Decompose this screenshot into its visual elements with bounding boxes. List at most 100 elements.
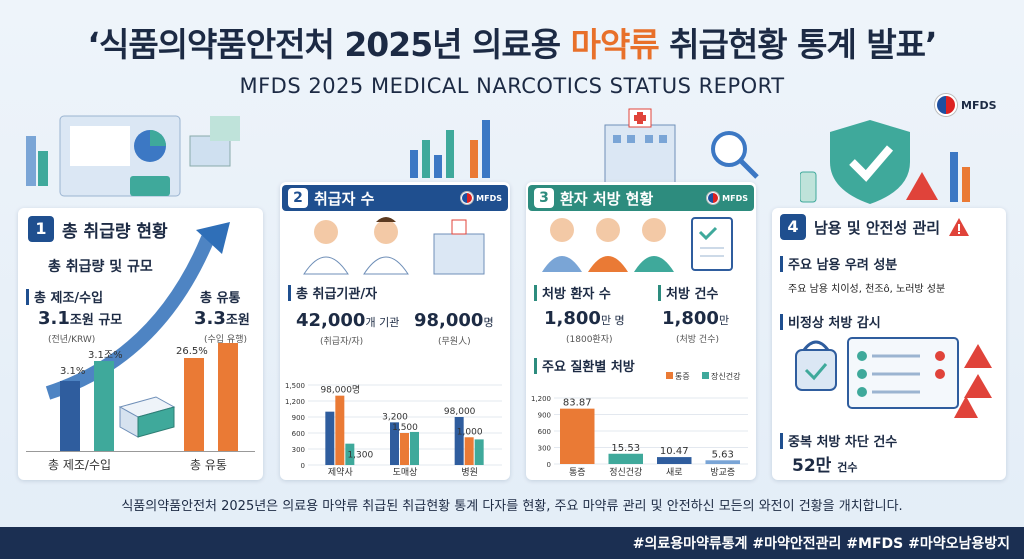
hashtags: #의료용마약류통계 #마약안전관리 #MFDS #마약오남용방지 [632, 536, 1010, 552]
prescriptions-note: (처방 건수) [676, 335, 720, 345]
data-label: 10.47 [660, 446, 689, 457]
disease-chart-svg: 통증 장신건강 0 300 600 900 1,200 83.87 통증 15.53 정신건강 10.… [531, 371, 748, 478]
institutions-note: (취급자/자) [320, 337, 364, 347]
disease-heading: 주요 질환별 처방 [542, 360, 635, 375]
abuse-substances: 주요 남용 치이성, 천조ô, 노러방 성분 [788, 284, 946, 295]
bar [464, 437, 474, 465]
manufacture-label: 총 제조/수입 [34, 291, 104, 306]
y-tick-label: 600 [292, 430, 305, 438]
data-label: 98,000 [444, 407, 476, 417]
data-label: 3,200 [382, 412, 408, 422]
abuse-heading: 주요 남용 우려 성분 [788, 258, 898, 273]
persons-value: 98,000명 [414, 310, 494, 331]
hospital-icon [604, 108, 676, 184]
section-number: 2 [288, 188, 308, 208]
section-title: 남용 및 안전성 관리 [814, 218, 941, 237]
x-tick-label: 새로 [666, 467, 683, 478]
y-tick-label: 900 [292, 414, 305, 422]
bar-graph-icon [410, 120, 490, 178]
bar-distribution-2 [218, 343, 238, 451]
category-label: 총 제조/수입 [48, 458, 112, 472]
bar [474, 439, 484, 465]
y-tick-label: 300 [538, 445, 551, 453]
bar [400, 433, 409, 465]
data-label: 15.53 [611, 443, 640, 454]
section-number: 1 [28, 216, 54, 242]
bar [454, 417, 464, 465]
disease-bar-chart: 통증 장신건강 0 300 600 900 1,200 83.87 통증 15.53 정신건강 10.… [526, 358, 756, 478]
bar-distribution-1 [184, 358, 204, 451]
y-tick-label: 1,200 [285, 398, 305, 406]
medicine-box-icon [118, 396, 176, 438]
section-number: 3 [534, 188, 554, 208]
blocked-value: 52만 건수 [792, 456, 858, 476]
bar [560, 408, 595, 464]
section-handlers: 2 취급자 수 MFDS 총 취급기관/자 42,000개 기관 (취급자/자) 9… [280, 182, 510, 480]
magnifier-icon [711, 131, 759, 179]
bar-label: 26.5% [176, 346, 208, 357]
legend-swatch [666, 372, 673, 379]
patients-value: 1,800만 명 [544, 308, 625, 329]
bar [335, 395, 345, 465]
section-title: 환자 처방 현황 [560, 189, 654, 208]
warning-icon [949, 218, 970, 236]
distribution-value: 3.3조원 [194, 308, 250, 329]
bar [705, 460, 740, 464]
x-tick-label: 도매상 [393, 467, 418, 477]
manufacture-value: 3.1조원 규모 [38, 308, 123, 329]
data-label: 1,300 [347, 451, 373, 461]
section-subtitle: 총 취급량 및 규모 [48, 259, 153, 275]
bar-label: 3.1조% [88, 350, 123, 361]
y-tick-label: 600 [538, 428, 551, 436]
x-tick-label: 정신건강 [609, 467, 642, 478]
mfds-logo: MFDS [935, 94, 997, 116]
monitoring-screen-icon [795, 337, 992, 418]
patients-icon [542, 217, 733, 272]
section-title: 총 취급량 현황 [62, 221, 168, 242]
y-tick-label: 1,500 [285, 382, 305, 390]
prescriptions-value: 1,800만 [662, 308, 730, 329]
legend-label: 통증 [675, 372, 690, 381]
government-seal-icon [935, 94, 957, 116]
data-label: 5.63 [712, 449, 734, 460]
safety-shield-icon [800, 120, 970, 204]
manufacture-note: (전년/KRW) [48, 335, 96, 345]
x-tick-label: 병원 [461, 467, 478, 477]
section-title: 취급자 수 [314, 189, 375, 208]
y-tick-label: 0 [301, 462, 305, 470]
x-tick-label: 방교증 [710, 467, 735, 478]
footer-summary: 식품의약품안전처 2025년은 의료용 마약류 취급된 취급현황 통계 다자를 … [121, 499, 903, 514]
bar [345, 443, 355, 465]
y-tick-label: 900 [538, 412, 551, 420]
legend-label: 장신건강 [711, 371, 741, 381]
y-tick-label: 0 [547, 461, 551, 469]
category-label: 총 유통 [190, 458, 227, 472]
x-tick-label: 통증 [569, 467, 586, 478]
handlers-bar-chart: 0 300 600 900 1,200 1,500 제약사 도매상 병원 98,000명 1,300… [280, 367, 510, 478]
section-number: 4 [780, 214, 806, 240]
blocked-heading: 중복 처방 차단 건수 [788, 435, 898, 450]
monitoring-heading: 비정상 처방 감시 [788, 316, 881, 331]
mfds-tag: MFDS [707, 192, 748, 204]
institutions-value: 42,000개 기관 [296, 310, 400, 331]
patients-heading: 처방 환자 수 [542, 287, 611, 302]
handlers-heading: 총 취급기관/자 [296, 287, 378, 302]
bar [325, 411, 335, 465]
page-subtitle: MFDS 2025 MEDICAL NARCOTICS STATUS REPOR… [239, 74, 785, 98]
bar [657, 457, 692, 464]
distribution-label: 총 유통 [200, 291, 241, 306]
bar-manufacture-2 [94, 361, 114, 451]
mfds-tag: MFDS [461, 192, 502, 204]
analytics-illustration-icon [26, 115, 240, 197]
bar [410, 431, 419, 465]
data-label: 83.87 [563, 398, 592, 409]
section-prescriptions: 3 환자 처방 현황 MFDS 처방 환자 수 처방 건수 1,800만 명 (18… [526, 182, 756, 480]
hashtag-bar: #의료용마약류통계 #마약안전관리 #MFDS #마약오남용방지 [0, 527, 1024, 559]
section-safety: 4 남용 및 안전성 관리 주요 남용 우려 성분 주요 남용 치이성, 천조ô,… [772, 208, 1006, 480]
bar-manufacture-1 [60, 381, 80, 451]
handlers-chart-svg: 0 300 600 900 1,200 1,500 제약사 도매상 병원 98,000명 1,300… [285, 382, 502, 478]
medical-staff-icon [303, 217, 485, 275]
distribution-note: (수입 유행) [204, 335, 248, 345]
section-total-volume: 1 총 취급량 현황 총 취급량 및 규모 총 제조/수입 3.1조원 규모 (전… [18, 208, 263, 480]
y-tick-label: 1,200 [531, 395, 551, 403]
